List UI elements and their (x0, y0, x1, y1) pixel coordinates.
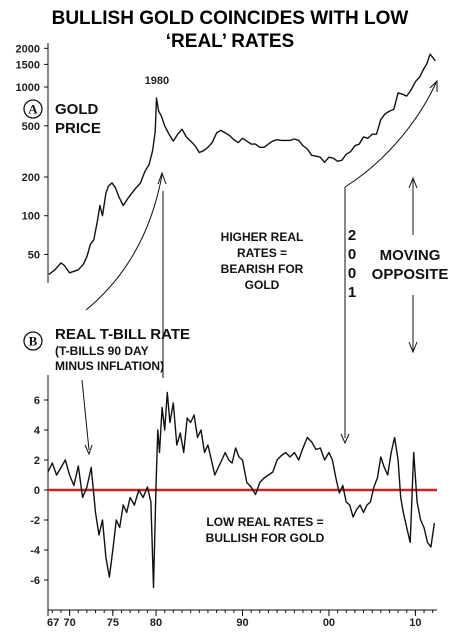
panel-b-x-tick-label: 10 (409, 617, 421, 629)
panel-a-y-tick-label: 2000 (16, 43, 40, 55)
real-tbill-rate-series (47, 391, 436, 589)
annotation-arrows (81, 79, 438, 456)
panel-a-y-tick-labels: 2000 1500 1000 500 200 100 50 (16, 43, 40, 261)
gold-price-series (48, 53, 436, 275)
year-2001-digit-1: 2 (348, 227, 356, 244)
panel-a-y-tick-label: 100 (22, 211, 40, 223)
higher-real-rates-line-2: RATES = (237, 246, 287, 260)
year-2001-digit-2: 0 (348, 246, 356, 263)
tbill-pointer-head (84, 444, 93, 456)
panel-a-letter-circle (23, 99, 43, 119)
rise-arrow-2000s-head (429, 79, 438, 92)
panel-b-y-tick-label: 6 (34, 395, 40, 407)
higher-real-rates-line-4: GOLD (245, 278, 280, 292)
chart-title-line-2: ‘REAL’ RATES (166, 31, 294, 52)
panel-b-y-tick-label: 2 (34, 455, 40, 467)
opposite-arrow-down-head (408, 341, 418, 354)
panel-b-letter-circle (23, 331, 43, 351)
panel-a-letter: A (28, 102, 38, 117)
peak-year-label: 1980 (145, 75, 169, 87)
panel-b-x-tick-label: 00 (323, 617, 335, 629)
panel-b-ylabel-line-3: MINUS INFLATION) (55, 359, 164, 373)
panel-b-y-tick-label: -6 (30, 575, 40, 587)
panel-a-y-tick-label: 200 (22, 172, 40, 184)
chart-title-line-1: BULLISH GOLD COINCIDES WITH LOW (52, 8, 409, 29)
line-2001-head (340, 433, 350, 445)
panel-b-x-tick-label: 67 (47, 617, 59, 629)
low-real-rates-line-2: BULLISH FOR GOLD (206, 531, 325, 545)
panel-b-y-tick-label: 0 (34, 485, 40, 497)
low-real-rates-line-1: LOW REAL RATES = (206, 515, 323, 529)
panel-a-y-tick-label: 500 (22, 121, 40, 133)
panel-b-x-tick-label: 75 (107, 617, 119, 629)
rise-arrow-70s-head (157, 171, 167, 185)
moving-opposite-line-1: MOVING (380, 247, 441, 264)
rise-arrow-2000s (344, 82, 437, 188)
panel-b-x-tick-label: 70 (63, 617, 75, 629)
panel-a-y-tick-label: 50 (28, 249, 40, 261)
panel-b-tick-labels: 6 4 2 0 -2 -4 -6 67 70 75 80 90 00 10 (30, 395, 421, 629)
panel-b-y-tick-label: -4 (30, 545, 41, 557)
panel-b-x-tick-label: 90 (236, 617, 248, 629)
panel-b-letter: B (29, 334, 38, 349)
panel-b-x-tick-label: 80 (150, 617, 162, 629)
moving-opposite-line-2: OPPOSITE (372, 266, 449, 283)
panel-b-y-tick-label: 4 (34, 425, 41, 437)
gold-price-line (48, 53, 436, 275)
real-tbill-rate-line (47, 391, 436, 589)
panel-b-y-tick-label: -2 (30, 515, 40, 527)
panel-a-y-tick-label: 1000 (16, 82, 40, 94)
panel-b-ylabel-line-1: REAL T-BILL RATE (55, 326, 190, 343)
panel-b-ylabel-line-2: (T-BILLS 90 DAY (55, 344, 149, 358)
panel-b-axes (44, 375, 437, 616)
panel-b-real-tbill-rate: 6 4 2 0 -2 -4 -6 67 70 75 80 90 00 10 (30, 375, 437, 629)
rise-arrow-70s (85, 174, 163, 311)
higher-real-rates-line-1: HIGHER REAL (221, 230, 304, 244)
panel-a-ylabel-line-2: PRICE (55, 120, 101, 137)
opposite-arrow-up-head (408, 176, 418, 189)
tbill-pointer (81, 379, 90, 451)
higher-real-rates-line-3: BEARISH FOR (221, 262, 304, 276)
panel-a-y-axis (44, 43, 49, 283)
panel-a-ylabel-line-1: GOLD (55, 101, 98, 118)
year-2001-digit-4: 1 (348, 284, 356, 301)
panel-a-y-tick-label: 1500 (16, 59, 40, 71)
year-2001-digit-3: 0 (348, 265, 356, 282)
